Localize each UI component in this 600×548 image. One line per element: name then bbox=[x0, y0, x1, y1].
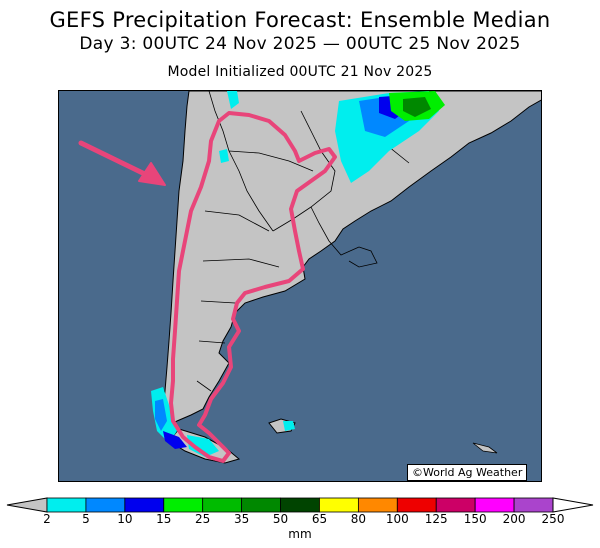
precip-tierra-cyan bbox=[187, 435, 219, 457]
colorbar-tick-label: 50 bbox=[272, 512, 289, 526]
colorbar-segment bbox=[474, 497, 515, 513]
colorbar-above-range bbox=[552, 497, 594, 513]
land-south-georgia bbox=[472, 442, 498, 454]
precip-andes-cyan bbox=[227, 91, 239, 109]
colorbar-tick-label: 150 bbox=[463, 512, 487, 526]
colorbar-segment bbox=[357, 497, 398, 513]
precip-andes-cyan-2 bbox=[219, 149, 229, 163]
colorbar-tick-label: 25 bbox=[195, 512, 211, 526]
colorbar-segment bbox=[46, 497, 87, 513]
colorbar-segment bbox=[396, 497, 437, 513]
colorbar-tick-label: 125 bbox=[424, 512, 448, 526]
precip-south-blue bbox=[155, 399, 167, 431]
colorbar-segment bbox=[280, 497, 320, 513]
colorbar-segment bbox=[513, 497, 554, 513]
colorbar-segment bbox=[124, 497, 165, 513]
arrow-annotation bbox=[78, 140, 166, 186]
precipitation-map bbox=[58, 90, 542, 482]
colorbar-segment bbox=[319, 497, 359, 513]
colorbar-segment bbox=[435, 497, 476, 513]
highlight-outline bbox=[169, 111, 337, 463]
colorbar-tick-label: 200 bbox=[502, 512, 526, 526]
colorbar-tick-label: 15 bbox=[156, 512, 172, 526]
colorbar-segment bbox=[241, 497, 281, 513]
colorbar-segment bbox=[202, 497, 243, 513]
colorbar-tick-label: 5 bbox=[82, 512, 90, 526]
model-initialized: Model Initialized 00UTC 21 Nov 2025 bbox=[167, 64, 433, 80]
colorbar-below-range bbox=[6, 497, 48, 513]
page-title: GEFS Precipitation Forecast: Ensemble Me… bbox=[49, 8, 551, 32]
colorbar-tick-label: 100 bbox=[385, 512, 409, 526]
forecast-period: Day 3: 00UTC 24 Nov 2025 — 00UTC 25 Nov … bbox=[79, 34, 521, 54]
colorbar bbox=[6, 497, 594, 513]
colorbar-tick-label: 2 bbox=[43, 512, 51, 526]
colorbar-tick-label: 80 bbox=[350, 512, 367, 526]
colorbar-units: mm bbox=[288, 527, 312, 541]
precip-fields bbox=[151, 91, 445, 457]
colorbar-segment bbox=[85, 497, 126, 513]
precip-north-darkgreen bbox=[403, 97, 431, 117]
colorbar-segment bbox=[163, 497, 204, 513]
precip-south-darkblue bbox=[163, 431, 187, 449]
colorbar-tick-label: 65 bbox=[311, 512, 328, 526]
colorbar-tick-label: 35 bbox=[233, 512, 250, 526]
colorbar-tick-label: 250 bbox=[541, 512, 565, 526]
map-canvas bbox=[59, 91, 541, 481]
colorbar-tick-label: 10 bbox=[117, 512, 133, 526]
precip-falklands-cyan bbox=[283, 421, 295, 431]
credit-label: ©World Ag Weather bbox=[407, 464, 528, 481]
